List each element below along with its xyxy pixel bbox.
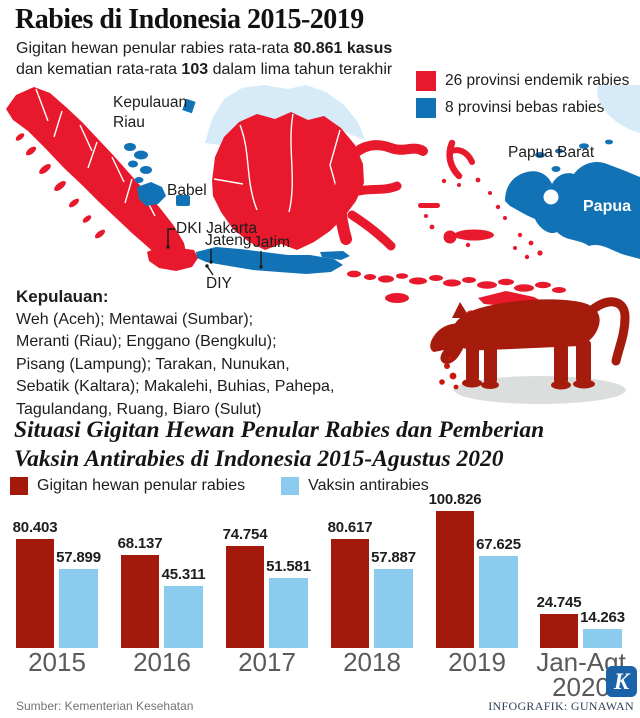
infographic-credit: INFOGRAFIK: GUNAWAN <box>488 699 634 713</box>
label-jatim: Jatim <box>253 234 291 251</box>
bar-vaksin <box>164 586 203 648</box>
subtitle-text: Gigitan hewan penular rabies rata-rata <box>16 40 294 57</box>
x-axis-label: 2017 <box>238 647 296 677</box>
islands-note-line: Sebatik (Kaltara); Makalehi, Buhias, Pah… <box>16 378 335 395</box>
label-jateng: Jateng <box>205 232 252 249</box>
kepulauan-riau-islands <box>124 98 196 190</box>
dog-head <box>430 323 467 364</box>
x-axis-label: 2018 <box>343 647 401 677</box>
chart-legend: Gigitan hewan penular rabies Vaksin anti… <box>10 477 429 495</box>
bar-group-2015: 80.403 57.899 2015 <box>12 490 101 675</box>
bar-gigitan <box>16 538 54 648</box>
x-axis-label: 2019 <box>448 647 506 677</box>
bar-gigitan <box>331 538 369 648</box>
value-label: 57.887 <box>371 549 416 567</box>
value-label: 68.137 <box>117 535 163 553</box>
bar-gigitan <box>436 511 474 648</box>
source-credit: Sumber: Kementerian Kesehatan <box>16 699 194 713</box>
chart-title: Situasi Gigitan Hewan Penular Rabies dan… <box>14 417 545 472</box>
bar-vaksin <box>583 628 622 648</box>
sumatra-region <box>6 87 187 266</box>
map-legend: 26 provinsi endemik rabies 8 provinsi be… <box>416 71 629 118</box>
value-label: 74.754 <box>222 526 268 544</box>
islands-note-line: Tagulandang, Ruang, Biaro (Sulut) <box>16 400 262 418</box>
bar-vaksin <box>374 569 413 648</box>
maluku-islands <box>418 139 543 260</box>
label-papua: Papua <box>583 198 632 215</box>
legend-row-bites: Gigitan hewan penular rabies <box>10 477 245 495</box>
dog-drool-drops <box>439 356 459 390</box>
value-label: 51.581 <box>266 557 311 575</box>
bar-group-2018: 80.617 57.887 2018 <box>327 490 416 676</box>
dog-ear <box>452 302 470 318</box>
legend-row-free: 8 provinsi bebas rabies <box>416 98 629 118</box>
bar-gigitan <box>121 555 159 648</box>
endemic-color-swatch <box>416 71 436 91</box>
bar-vaksin <box>59 569 98 648</box>
label-babel: Babel <box>167 182 207 199</box>
legend-row-vaccine: Vaksin antirabies <box>281 477 429 495</box>
islands-note-line: Pisang (Lampung); Tarakan, Nunukan, <box>16 355 290 373</box>
value-label: 45.311 <box>161 566 206 584</box>
babel-islands <box>137 182 190 206</box>
bar-vaksin <box>269 577 308 648</box>
java-east-region <box>196 247 350 274</box>
endemic-legend-label: 26 provinsi endemik rabies <box>445 72 630 89</box>
subtitle: Gigitan hewan penular rabies rata-rata 8… <box>16 38 392 80</box>
page-title: Rabies di Indonesia 2015-2019 <box>15 4 364 35</box>
subtitle-text: dan kematian rata-rata <box>16 61 182 78</box>
value-label: 80.617 <box>327 518 373 536</box>
vaccine-color-swatch <box>281 477 300 495</box>
free-legend-label: 8 provinsi bebas rabies <box>445 99 605 116</box>
value-label: 100.826 <box>428 491 482 508</box>
bar-gigitan <box>540 614 578 648</box>
bar-group-2019: 100.826 67.625 2019 <box>429 490 521 675</box>
bar-chart: 80.403 57.899 2015 68.137 45.311 2016 74… <box>0 490 640 700</box>
free-color-swatch <box>416 98 436 118</box>
label-papua-barat: Papua Barat <box>508 144 595 161</box>
subtitle-bold-cases: 80.861 kasus <box>293 40 393 57</box>
islands-note-line: Meranti (Riau); Enggano (Bengkulu); <box>16 333 277 350</box>
x-axis-label: 2015 <box>28 647 86 677</box>
sulawesi-region <box>334 140 428 251</box>
subtitle-text: dalam lima tahun terakhir <box>208 61 393 78</box>
value-label: 80.403 <box>12 518 58 536</box>
islands-note-heading: Kepulauan: <box>16 287 109 306</box>
dog-body <box>430 297 630 390</box>
kompas-logo: K <box>606 666 637 697</box>
java-west-region <box>147 246 198 271</box>
indonesia-map <box>6 85 640 316</box>
islands-note: Kepulauan: Weh (Aceh); Mentawai (Sumbar)… <box>16 286 436 421</box>
rabid-dog-illustration <box>430 297 630 404</box>
x-axis-label: Jan-Agt 2020 <box>536 647 626 702</box>
papua-region <box>505 139 640 259</box>
bar-group-2020: 24.745 14.263 Jan-Agt 2020 <box>536 490 626 700</box>
bar-gigitan <box>226 546 264 648</box>
bites-color-swatch <box>10 477 28 495</box>
label-dki-jakarta: DKI Jakarta <box>176 220 257 237</box>
value-label: 24.745 <box>536 594 582 612</box>
legend-row-endemic: 26 provinsi endemik rabies <box>416 71 629 91</box>
bar-group-2017: 74.754 51.581 2017 <box>222 490 311 675</box>
value-label: 67.625 <box>476 536 521 554</box>
x-axis-label: 2016 <box>133 647 191 677</box>
vaccine-legend-label: Vaksin antirabies <box>308 477 429 494</box>
subtitle-bold-deaths: 103 <box>181 61 209 78</box>
islands-note-line: Weh (Aceh); Mentawai (Sumbar); <box>16 310 254 328</box>
dog-tail <box>587 297 630 366</box>
map-pointer-lines <box>166 228 263 276</box>
bites-legend-label: Gigitan hewan penular rabies <box>37 477 246 494</box>
value-label: 14.263 <box>580 608 625 626</box>
label-diy: DIY <box>206 275 232 292</box>
label-kepulauan-riau: Kepulauan Riau <box>113 94 188 131</box>
bar-group-2016: 68.137 45.311 2016 <box>117 490 206 675</box>
bar-vaksin <box>479 556 518 648</box>
value-label: 57.899 <box>56 549 101 567</box>
west-sumatra-islands <box>15 133 106 239</box>
